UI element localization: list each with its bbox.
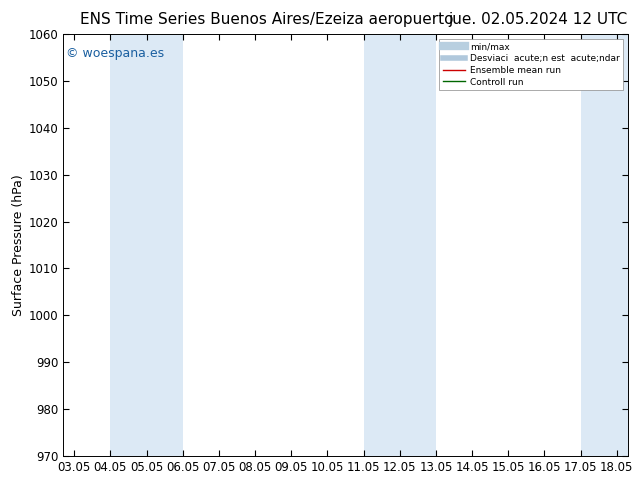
- Bar: [110, 34, 183, 456]
- Text: © woespana.es: © woespana.es: [66, 47, 164, 60]
- Bar: [581, 34, 634, 456]
- Y-axis label: Surface Pressure (hPa): Surface Pressure (hPa): [11, 174, 25, 316]
- Legend: min/max, Desviaci  acute;n est  acute;ndar, Ensemble mean run, Controll run: min/max, Desviaci acute;n est acute;ndar…: [439, 39, 623, 90]
- Text: jue. 02.05.2024 12 UTC: jue. 02.05.2024 12 UTC: [448, 12, 628, 27]
- Bar: [364, 34, 436, 456]
- Text: ENS Time Series Buenos Aires/Ezeiza aeropuerto: ENS Time Series Buenos Aires/Ezeiza aero…: [79, 12, 453, 27]
